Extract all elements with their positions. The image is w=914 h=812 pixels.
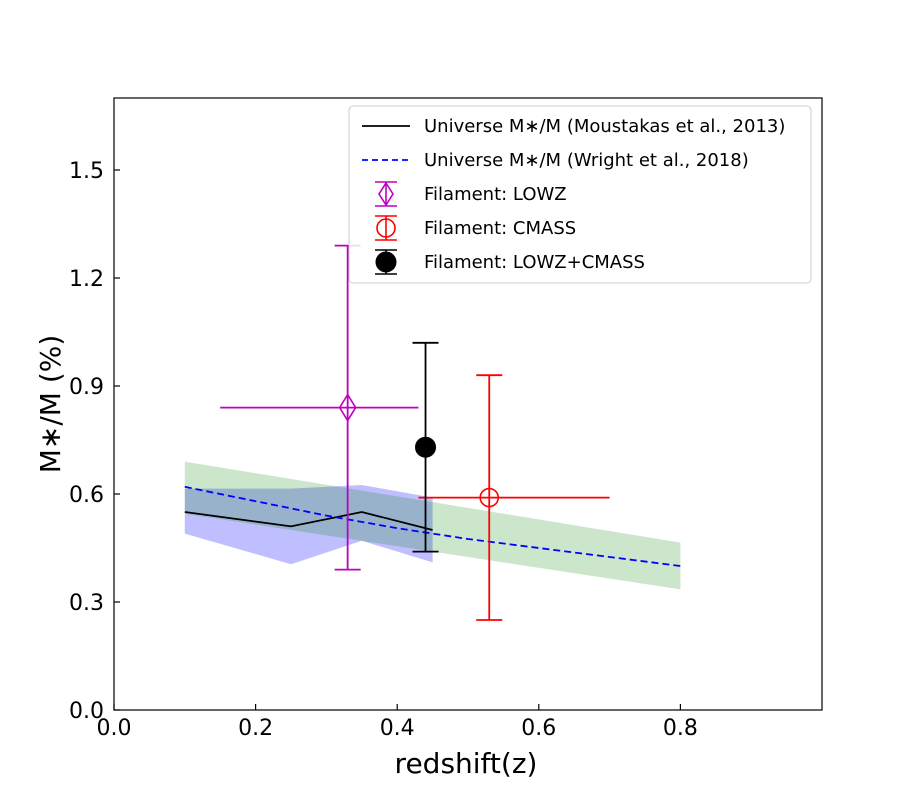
y-tick-label: 0.9 (69, 375, 104, 400)
x-tick-label: 0.8 (663, 716, 698, 741)
y-tick-label: 0.6 (69, 483, 104, 508)
point-filament-lowz-cmass (415, 436, 437, 458)
line-moustakas (184, 511, 433, 531)
x-tick-label: 0.0 (97, 716, 132, 741)
legend-marker-3 (376, 218, 396, 238)
x-tick-label: 0.2 (238, 716, 273, 741)
plot-frame (113, 97, 823, 711)
point-filament-lowz (338, 393, 357, 423)
legend-label-2: Filament: LOWZ (424, 184, 567, 205)
legend-marker-4 (375, 251, 397, 273)
legend-marker-2 (378, 181, 394, 207)
band-wright (184, 461, 681, 590)
y-tick-label: 0.0 (69, 699, 104, 724)
line-wright (184, 485, 681, 567)
band-moustakas (184, 485, 433, 565)
x-axis-title: redshift(z) (395, 747, 538, 780)
legend-label-1: Universe M∗/M (Wright et al., 2018) (424, 150, 749, 171)
x-tick-label: 0.4 (380, 716, 415, 741)
y-tick-label: 1.2 (69, 267, 104, 292)
x-tick-label: 0.6 (521, 716, 556, 741)
y-axis-title: M∗/M (%) (34, 335, 67, 474)
legend-label-3: Filament: CMASS (424, 218, 576, 239)
legend: Universe M∗/M (Moustakas et al., 2013) Un… (348, 105, 812, 284)
y-tick-label: 1.5 (69, 159, 104, 184)
legend-label-0: Universe M∗/M (Moustakas et al., 2013) (424, 116, 785, 137)
point-filament-cmass (479, 487, 500, 508)
legend-frame (348, 105, 812, 284)
y-tick-label: 0.3 (69, 591, 104, 616)
legend-label-4: Filament: LOWZ+CMASS (424, 252, 645, 273)
